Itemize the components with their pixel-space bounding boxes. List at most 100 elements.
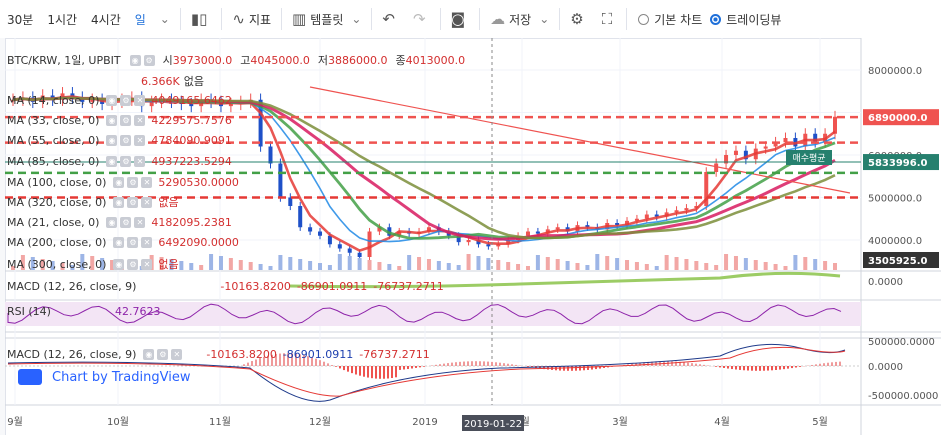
candle-body	[654, 214, 659, 217]
rsi-legend: RSI (14) 42.7623	[7, 303, 160, 319]
interval-1d[interactable]: 일 ⌄	[134, 12, 170, 27]
settings-icon[interactable]: ⚙	[120, 94, 132, 106]
interval-1h[interactable]: 1시간	[47, 12, 78, 27]
eye-icon[interactable]: ◉	[106, 155, 118, 167]
eye-icon[interactable]: ◉	[113, 196, 125, 208]
tradingview-watermark[interactable]: Chart by TradingView	[18, 369, 190, 385]
toolbar-divider	[371, 8, 373, 30]
price-badge-label: 3505925.0	[868, 256, 928, 267]
candle-body	[615, 223, 620, 226]
eye-icon[interactable]: ◉	[113, 258, 125, 270]
eye-icon[interactable]: ◉	[113, 236, 125, 248]
close-icon[interactable]: ✕	[134, 134, 146, 146]
eye-icon[interactable]: ◉	[106, 134, 118, 146]
candle-body	[833, 116, 837, 134]
cloud-icon: ☁	[490, 10, 506, 28]
save-button[interactable]: ☁ 저장 ⌄	[490, 10, 550, 28]
volume-bar	[70, 265, 75, 270]
ma-legend-row: MA (320, close, 0) ◉ ⚙ ✕ 없음	[7, 194, 179, 210]
volume-bar	[506, 262, 511, 270]
candle-body	[397, 231, 402, 236]
volume-bar	[308, 261, 313, 270]
settings-icon[interactable]: ⚙	[120, 155, 132, 167]
fullscreen-icon: ⛶	[601, 10, 613, 28]
settings-icon[interactable]: ⚙	[120, 114, 132, 126]
low-label: 저	[317, 54, 328, 67]
interval-4h[interactable]: 4시간	[91, 12, 121, 27]
settings-icon[interactable]: ⚙	[127, 196, 139, 208]
interval-30m[interactable]: 30분	[7, 12, 34, 27]
settings-icon[interactable]: ⚙	[143, 54, 155, 66]
close-icon[interactable]: ✕	[171, 348, 183, 360]
settings-icon[interactable]: ⚙	[120, 216, 132, 228]
candle-style-button[interactable]: ▮▯	[184, 0, 219, 38]
price-chart[interactable]: 8000000.07000000.06000000.05000000.04000…	[0, 38, 941, 435]
close-icon[interactable]: ✕	[134, 155, 146, 167]
volume-bar	[525, 266, 530, 270]
settings-icon[interactable]: ⚙	[127, 258, 139, 270]
gear-icon: ⚙	[570, 10, 584, 28]
redo-icon: ↷	[413, 10, 426, 28]
eye-icon[interactable]: ◉	[129, 54, 141, 66]
volume-bar	[30, 257, 35, 270]
volume-bar	[407, 255, 412, 270]
chevron-down-icon: ⌄	[539, 12, 550, 26]
candle-body	[456, 235, 461, 243]
ma-legend-value: 4784090.9091	[151, 133, 232, 147]
settings-icon[interactable]: ⚙	[127, 236, 139, 248]
macd-top-v3: -76737.2711	[373, 279, 444, 293]
candle-body	[149, 101, 154, 107]
eye-icon[interactable]: ◉	[113, 176, 125, 188]
settings-icon[interactable]: ⚙	[127, 176, 139, 188]
eye-icon[interactable]: ◉	[106, 216, 118, 228]
candle-body	[258, 99, 263, 147]
undo-button[interactable]: ↶	[375, 0, 406, 38]
candle-body	[644, 214, 649, 219]
volume-bar	[615, 258, 620, 270]
volume-bar	[803, 257, 808, 270]
close-icon[interactable]: ✕	[141, 176, 153, 188]
volume-bar	[664, 255, 669, 270]
candle-body	[486, 244, 491, 247]
candle-body	[625, 220, 630, 226]
settings-icon[interactable]: ⚙	[120, 134, 132, 146]
eye-icon[interactable]: ◉	[106, 94, 118, 106]
ma-legend-row: MA (300, close, 0) ◉ ⚙ ✕ 없음	[7, 256, 179, 272]
candle-body	[308, 227, 313, 232]
volume-bar	[397, 266, 402, 270]
close-icon[interactable]: ✕	[134, 216, 146, 228]
close-icon[interactable]: ✕	[141, 258, 153, 270]
candle-body	[724, 155, 729, 164]
settings-button[interactable]: ⚙	[563, 0, 594, 38]
basic-chart-radio[interactable]: 기본 차트	[638, 11, 702, 28]
redo-button[interactable]: ↷	[406, 0, 437, 38]
fullscreen-button[interactable]: ⛶	[595, 0, 624, 38]
high-label: 고	[240, 54, 251, 67]
close-icon[interactable]: ✕	[141, 196, 153, 208]
candle-body	[268, 146, 273, 164]
eye-icon[interactable]: ◉	[106, 114, 118, 126]
template-button[interactable]: ▥ 템플릿 ⌄	[292, 10, 362, 28]
ma-legend-name: MA (33, close, 0)	[7, 113, 100, 127]
indicator-button[interactable]: ∿ 지표	[232, 10, 272, 28]
trend-line-icon: ∿	[232, 10, 245, 28]
candle-body	[684, 208, 689, 211]
screenshot-button[interactable]: ◙	[444, 0, 477, 38]
close-icon[interactable]: ✕	[141, 236, 153, 248]
eye-icon[interactable]: ◉	[143, 348, 155, 360]
volume-bar	[486, 258, 491, 270]
candle-body	[288, 197, 293, 206]
volume-bar	[387, 264, 392, 270]
time-tick-label: 11월	[209, 416, 231, 428]
close-icon[interactable]: ✕	[134, 94, 146, 106]
radio-dot	[638, 13, 650, 25]
volume-bar	[634, 262, 639, 270]
ma-legend-name: MA (200, close, 0)	[7, 235, 107, 249]
tradingview-radio[interactable]: 트레이딩뷰	[710, 11, 781, 28]
close-icon[interactable]: ✕	[134, 114, 146, 126]
settings-icon[interactable]: ⚙	[157, 348, 169, 360]
volume-bar	[40, 259, 45, 270]
volume-bar	[763, 262, 768, 270]
rsi-name: RSI (14)	[7, 304, 51, 318]
macd-bottom-v1: -10163.8200	[206, 347, 277, 361]
